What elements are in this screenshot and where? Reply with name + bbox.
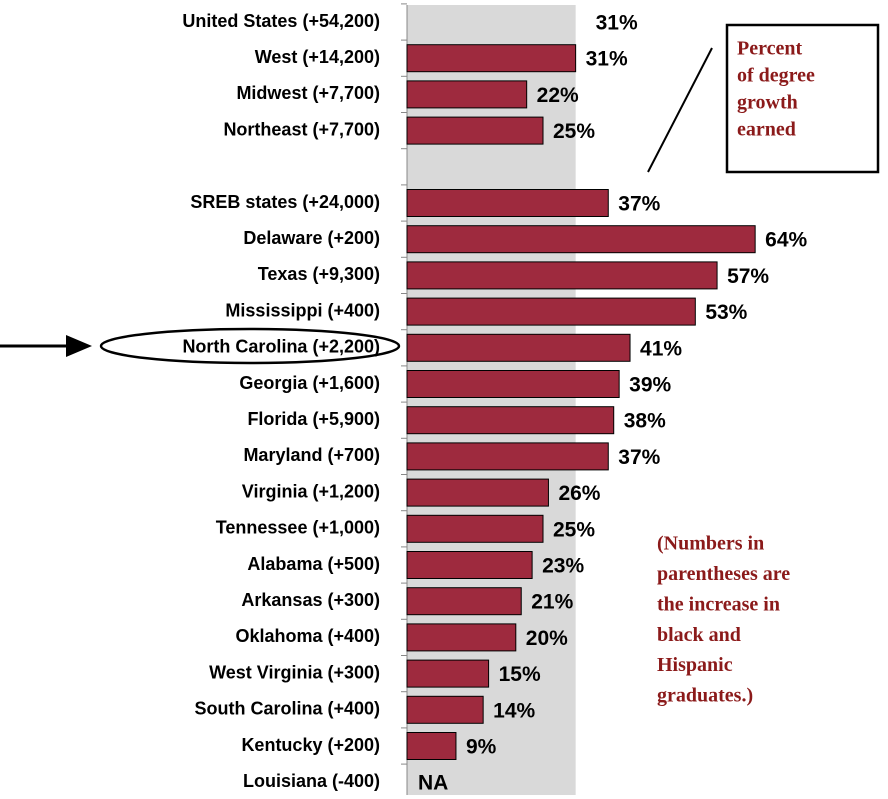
value-label: 31% [596,12,638,35]
arrow-head [66,335,92,357]
category-label: Texas (+9,300) [258,264,380,284]
bar [406,587,522,616]
value-label: 37% [618,193,660,216]
category-label: Oklahoma (+400) [235,626,380,646]
bar [406,623,517,652]
category-label: Tennessee (+1,000) [216,518,380,538]
category-label: SREB states (+24,000) [190,192,380,212]
value-label: 26% [558,482,600,505]
annotation-box-text: earned [737,119,796,141]
value-label: 15% [499,663,541,686]
category-label: United States (+54,200) [182,11,380,31]
bar [406,333,631,362]
category-label: Florida (+5,900) [247,409,380,429]
category-label: West (+14,200) [255,47,380,67]
annotation-note: black and [657,624,741,646]
category-label: Virginia (+1,200) [242,481,380,501]
category-label: North Carolina (+2,200) [182,337,380,357]
annotation-box-text: of degree [737,65,815,87]
bar [406,80,528,109]
value-label: 20% [526,627,568,650]
annotation-leader [647,47,713,173]
bar [406,732,457,760]
value-label: 21% [531,591,573,614]
category-label: South Carolina (+400) [194,699,380,719]
bar [406,225,756,254]
value-label: 14% [493,699,535,722]
category-label: Alabama (+500) [247,554,380,574]
bar [406,551,533,579]
value-label: 38% [624,410,666,433]
annotation-box [725,23,880,174]
category-label: Georgia (+1,600) [239,373,380,393]
bar [406,514,544,543]
bar [406,189,609,217]
bar [406,442,609,471]
annotation-note: the increase in [657,593,780,615]
bar [406,44,577,73]
category-label: Northeast (+7,700) [223,119,380,139]
annotation-note: Hispanic [657,654,733,676]
value-label: 57% [727,265,769,288]
bar [406,478,549,507]
annotation-note: parentheses are [657,563,790,585]
category-label: Kentucky (+200) [241,735,380,755]
bar [406,261,718,290]
bar [406,370,620,398]
category-label: Delaware (+200) [243,228,380,248]
category-label: Midwest (+7,700) [236,83,380,103]
category-label: West Virginia (+300) [209,662,380,682]
highlight-ellipse [99,327,401,365]
value-label: 41% [640,337,682,360]
category-label: Arkansas (+300) [241,590,380,610]
value-label: 22% [537,84,579,107]
value-label: 37% [618,446,660,469]
bar [406,406,615,435]
value-label: 23% [542,555,584,578]
value-label: 31% [586,48,628,71]
value-label: 64% [765,229,807,252]
category-label: Mississippi (+400) [225,300,380,320]
category-label: Maryland (+700) [243,445,380,465]
value-label: 25% [553,120,595,143]
annotation-box-text: growth [737,92,798,114]
value-label: 53% [705,301,747,324]
value-label: 25% [553,518,595,541]
value-label: NA [418,772,448,795]
bar [406,297,696,326]
bar [406,659,490,688]
bar [406,116,544,145]
value-label: 9% [466,736,497,759]
annotation-box-text: Percent [737,38,802,60]
bar [406,695,484,724]
category-label: Louisiana (-400) [243,771,380,791]
annotation-note: graduates.) [657,685,753,707]
value-label: 39% [629,374,671,397]
annotation-note: (Numbers in [657,533,764,555]
